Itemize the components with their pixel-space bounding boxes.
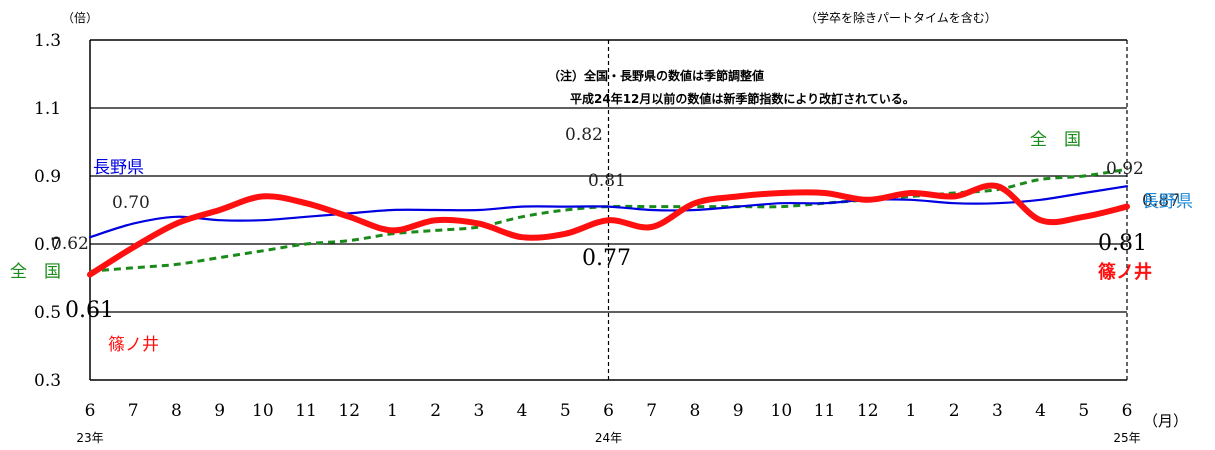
year-labels: 23年 24年 25年 — [76, 431, 1140, 445]
x-tick-label: 1 — [906, 401, 917, 421]
x-tick-label: 2 — [949, 401, 960, 421]
x-tick-label: 9 — [733, 401, 744, 421]
series-line — [87, 182, 1130, 278]
year-label: 24年 — [595, 431, 622, 445]
x-tick-label: 6 — [85, 401, 96, 421]
series-line — [88, 185, 1129, 239]
series-label-shinonoi-left: 篠ノ井 — [108, 335, 159, 355]
series-label-shinonoi-right: 篠ノ井 — [1098, 261, 1152, 283]
annotation-nagano-start: 0.70 — [112, 193, 150, 213]
x-tick-label: 12 — [338, 401, 360, 421]
annotation-nagano-mid: 0.82 — [565, 125, 603, 145]
x-tick-label: 9 — [214, 401, 225, 421]
chart-note-line-2: 平成24年12月以前の数値は新季節指数により改訂されている。 — [570, 91, 915, 106]
x-tick-label: 8 — [690, 401, 701, 421]
series-label-zenkoku-left: 全 国 — [10, 262, 61, 282]
y-tick-label: 1.3 — [34, 31, 61, 51]
annotation-nagano-end: 0.87 — [1142, 191, 1180, 211]
series-label-nagano-right: 長野県 — [1142, 192, 1193, 212]
x-tick-label: 6 — [1122, 401, 1133, 421]
annotation-zenkoku-mid: 0.81 — [588, 171, 626, 191]
y-tick-label: 0.7 — [34, 235, 61, 255]
x-tick-label: 6 — [603, 401, 614, 421]
year-label: 25年 — [1113, 431, 1140, 445]
series-label-nagano-left: 長野県 — [93, 158, 144, 178]
y-tick-label: 0.5 — [34, 303, 61, 323]
y-axis-ticks: 0.3 0.5 0.7 0.9 1.1 1.3 — [34, 31, 61, 391]
x-tick-label: 2 — [430, 401, 441, 421]
x-tick-label: 5 — [1078, 401, 1089, 421]
x-axis-ticks: 6 7 8 9 10 11 12 1 2 3 4 5 6 7 8 9 10 11 12 1 2 3 4 5 6 — [85, 401, 1133, 421]
y-tick-label: 1.1 — [34, 99, 61, 119]
chart-subtitle: （学卒を除きパートタイムを含む） — [805, 10, 997, 25]
annotation-shinonoi-end: 0.81 — [1098, 231, 1147, 256]
x-tick-label: 10 — [771, 401, 793, 421]
x-tick-label: 12 — [857, 401, 879, 421]
annotation-shinonoi-start: 0.61 — [65, 298, 114, 323]
y-unit-label: （倍） — [62, 10, 98, 25]
x-tick-label: 7 — [646, 401, 657, 421]
year-label: 23年 — [76, 431, 103, 445]
annotation-zenkoku-end: 0.92 — [1106, 159, 1144, 179]
series-lines — [87, 167, 1130, 278]
x-tick-label: 10 — [252, 401, 274, 421]
x-tick-label: 1 — [387, 401, 398, 421]
x-tick-label: 3 — [473, 401, 484, 421]
x-tick-label: 3 — [992, 401, 1003, 421]
plot-area — [89, 39, 1127, 381]
y-tick-label: 0.9 — [34, 167, 61, 187]
series-label-zenkoku-right: 全 国 — [1030, 130, 1081, 150]
series-line — [89, 167, 1128, 273]
y-tick-label: 0.3 — [34, 371, 61, 391]
x-tick-label: 4 — [517, 401, 528, 421]
x-tick-label: 11 — [814, 401, 836, 421]
x-tick-label: 11 — [295, 401, 317, 421]
x-unit-label: （月） — [1143, 412, 1188, 430]
reference-lines — [607, 40, 1128, 380]
x-tick-label: 7 — [128, 401, 139, 421]
x-tick-label: 8 — [171, 401, 182, 421]
x-tick-label: 5 — [560, 401, 571, 421]
x-tick-label: 4 — [1035, 401, 1046, 421]
annotation-zenkoku-start: 0.62 — [51, 234, 89, 254]
annotation-shinonoi-mid: 0.77 — [582, 246, 631, 271]
chart-note-line-1: （注）全国・長野県の数値は季節調整値 — [548, 68, 764, 83]
